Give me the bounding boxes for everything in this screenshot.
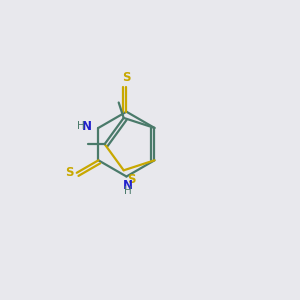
Text: N: N <box>123 179 133 192</box>
Text: H: H <box>124 186 132 196</box>
Text: N: N <box>82 120 92 133</box>
Text: S: S <box>127 173 135 186</box>
Text: H: H <box>76 122 84 131</box>
Text: S: S <box>65 166 74 179</box>
Text: S: S <box>122 71 131 84</box>
